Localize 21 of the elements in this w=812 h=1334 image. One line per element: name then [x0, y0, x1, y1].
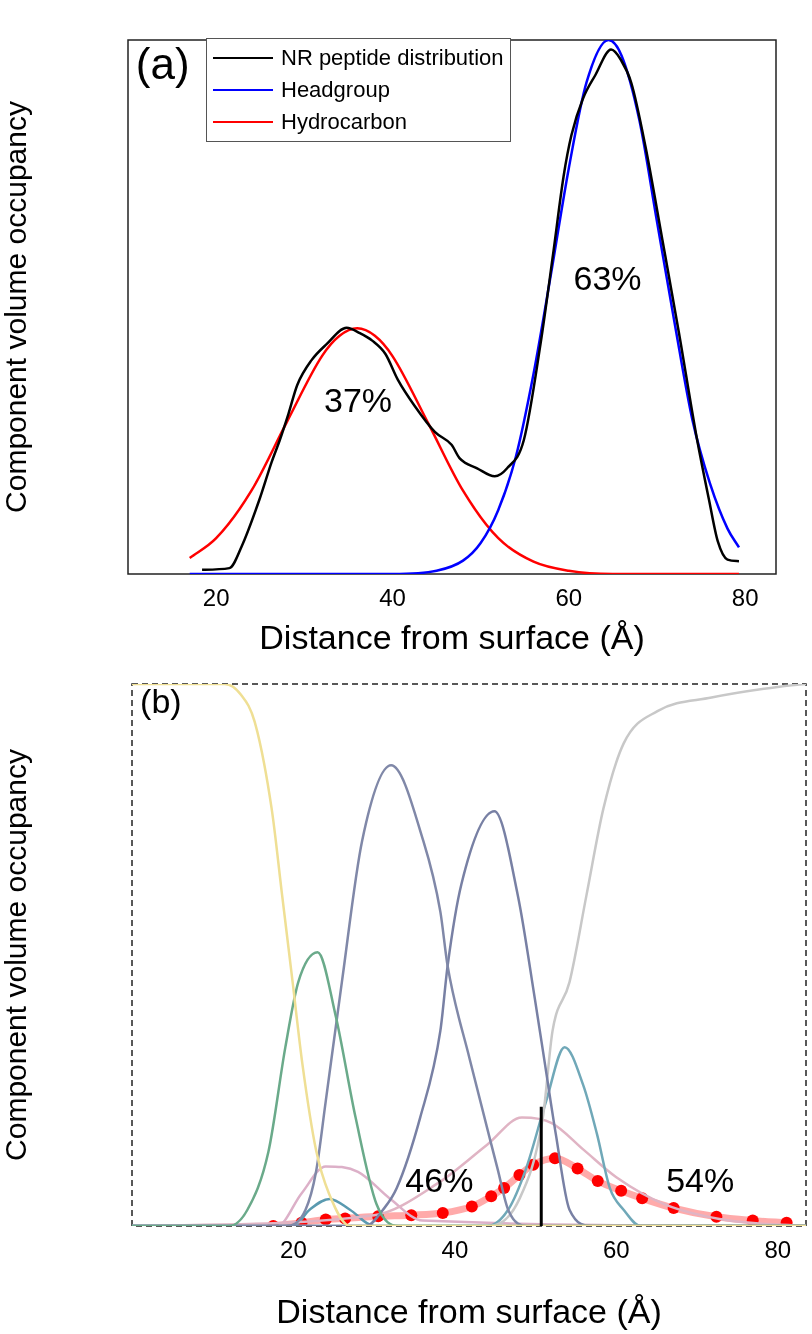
y-axis-title: Component volume occupancy [0, 101, 33, 513]
x-tick-label: 80 [764, 1236, 792, 1264]
x-axis-title: Distance from surface (Å) [259, 617, 645, 656]
legend-label: NR peptide distribution [281, 45, 504, 71]
annotation: 54% [666, 1161, 735, 1200]
x-tick-label: 20 [280, 1236, 307, 1264]
x-tick-label: 40 [379, 584, 406, 612]
legend-label: Headgroup [281, 77, 390, 103]
x-tick-label: 40 [441, 1236, 469, 1264]
annotation: (a) [135, 39, 190, 89]
x-axis-title: Distance from surface (Å) [276, 1291, 662, 1330]
x-tick-label: 60 [602, 1236, 630, 1264]
annotation: 37% [324, 381, 393, 420]
x-tick-label: 60 [555, 584, 583, 612]
annotation: 63% [573, 258, 642, 297]
x-tick-label: 80 [731, 584, 759, 612]
y-axis-title: Component volume occupancy [0, 749, 33, 1161]
annotation: 46% [405, 1161, 474, 1200]
x-tick-label: 20 [202, 584, 230, 612]
annotation: (b) [140, 682, 182, 721]
legend-label: Hydrocarbon [281, 109, 407, 135]
